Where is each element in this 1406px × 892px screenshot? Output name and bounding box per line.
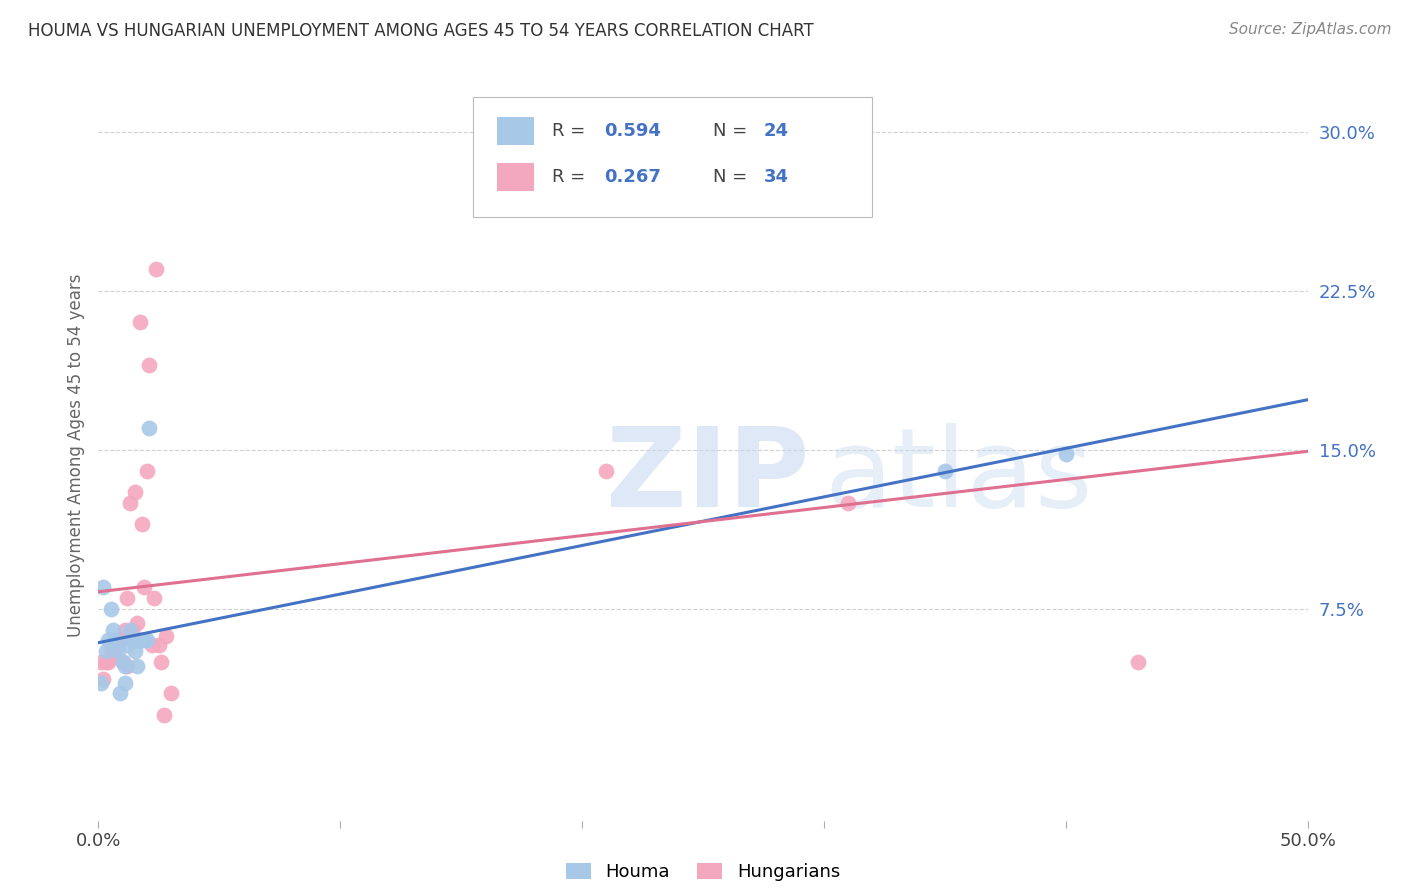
FancyBboxPatch shape (474, 96, 872, 218)
Point (94, 644, 117, 658)
Point (160, 686, 183, 700)
Point (121, 633, 143, 648)
Point (134, 581, 156, 595)
Text: R =: R = (551, 122, 591, 140)
Point (1054, 447, 1077, 461)
Point (97, 655, 120, 669)
Y-axis label: Unemployment Among Ages 45 to 54 years: Unemployment Among Ages 45 to 54 years (66, 273, 84, 637)
Point (114, 658, 136, 673)
Point (117, 638, 139, 652)
Point (934, 464, 956, 478)
Point (127, 658, 149, 673)
Point (117, 658, 139, 673)
Point (127, 616, 149, 631)
Point (100, 644, 122, 658)
Point (114, 676, 136, 690)
Point (108, 633, 131, 648)
Point (1128, 655, 1150, 669)
Point (135, 464, 157, 478)
Point (121, 623, 143, 637)
Text: 24: 24 (763, 122, 789, 140)
Point (138, 358, 160, 372)
Text: atlas: atlas (824, 424, 1092, 531)
FancyBboxPatch shape (498, 163, 534, 191)
Point (152, 707, 174, 722)
Point (131, 633, 153, 648)
Point (118, 495, 141, 509)
Point (108, 686, 131, 700)
Point (104, 633, 127, 648)
Point (107, 644, 129, 658)
Point (104, 650, 127, 665)
FancyBboxPatch shape (498, 117, 534, 145)
Point (128, 315, 150, 329)
Legend: Houma, Hungarians: Houma, Hungarians (558, 855, 848, 888)
Point (138, 421, 160, 435)
Point (145, 262, 167, 277)
Text: HOUMA VS HUNGARIAN UNEMPLOYMENT AMONG AGES 45 TO 54 YEARS CORRELATION CHART: HOUMA VS HUNGARIAN UNEMPLOYMENT AMONG AG… (28, 22, 814, 40)
Point (143, 591, 166, 605)
Text: N =: N = (713, 122, 752, 140)
Text: ZIP: ZIP (606, 424, 810, 531)
Point (141, 638, 163, 652)
Point (101, 644, 124, 658)
Point (90, 676, 112, 690)
Point (134, 633, 156, 648)
Point (595, 464, 617, 478)
Text: R =: R = (551, 168, 591, 186)
Text: 0.267: 0.267 (603, 168, 661, 186)
Point (90, 655, 112, 669)
Text: 34: 34 (763, 168, 789, 186)
Point (100, 601, 122, 615)
Point (155, 629, 177, 643)
Point (124, 485, 146, 500)
Point (128, 633, 150, 648)
Point (97, 633, 120, 648)
Point (91, 581, 114, 595)
Point (94, 655, 117, 669)
Point (114, 623, 136, 637)
Point (837, 495, 859, 509)
Point (118, 623, 141, 637)
Point (131, 516, 153, 531)
Point (91, 672, 114, 686)
Point (150, 655, 173, 669)
Point (117, 591, 139, 605)
Point (111, 655, 134, 669)
Point (124, 644, 146, 658)
Text: 0.594: 0.594 (603, 122, 661, 140)
Point (135, 633, 157, 648)
Text: Source: ZipAtlas.com: Source: ZipAtlas.com (1229, 22, 1392, 37)
Point (101, 623, 124, 637)
Point (111, 655, 134, 669)
Point (148, 638, 170, 652)
Point (107, 638, 129, 652)
Text: N =: N = (713, 168, 752, 186)
Point (547, 188, 569, 202)
